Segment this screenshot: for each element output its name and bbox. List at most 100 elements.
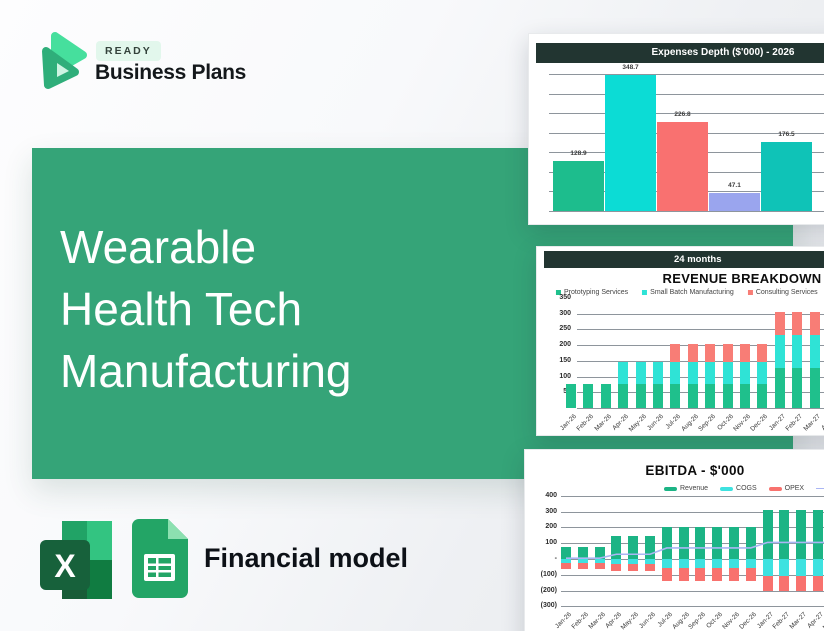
bar-segment <box>561 559 571 564</box>
bar-segment <box>745 559 756 569</box>
bar-segment <box>577 563 588 570</box>
bar-segment <box>757 343 768 363</box>
x-tick-label: Oct-26 <box>715 413 735 432</box>
legend-swatch-icon <box>555 290 561 295</box>
bar-segment <box>594 546 605 559</box>
x-tick-label: Nov-26 <box>721 611 741 631</box>
bar-segment <box>745 568 756 582</box>
x-tick-label: Dec-26 <box>749 413 770 433</box>
bar-segment <box>813 510 823 559</box>
revenue-plot: 35030025020015010050-Jan-26Feb-26Mar-26A… <box>537 247 824 435</box>
value-label: 176.5 <box>778 130 795 138</box>
bar-segment <box>809 311 820 336</box>
bar-segment <box>670 343 681 363</box>
bar-segment <box>635 362 646 385</box>
x-tick-label: Mar-27 <box>788 611 809 631</box>
bar-segment <box>779 575 790 591</box>
bar-segment <box>722 362 733 385</box>
bar-segment <box>712 568 723 582</box>
bar <box>605 74 656 211</box>
legend-item: Prototyping Services <box>555 289 629 296</box>
legend-label: Prototyping Services <box>563 289 629 296</box>
gridline <box>561 559 824 560</box>
gridline <box>549 93 824 95</box>
y-tick-label: 400 <box>545 491 557 499</box>
x-tick-label: Aug-26 <box>670 611 691 631</box>
google-sheets-icon <box>132 519 188 598</box>
bar-segment <box>670 384 681 408</box>
bar-segment <box>678 559 689 569</box>
x-tick-label: Dec-26 <box>737 611 758 631</box>
bar-segment <box>661 526 672 559</box>
x-tick-label: Mar-26 <box>587 611 607 631</box>
bar-segment <box>792 367 803 408</box>
y-tick-label: (300) <box>540 602 557 610</box>
chart-card-ebitda: EBITDA - $'000 Revenue COGS OPEX 0 400 300 20… <box>524 449 824 631</box>
legend: Prototyping Services Small Batch Manufact… <box>555 289 824 296</box>
bar-segment <box>611 563 622 571</box>
gridline <box>577 329 824 331</box>
excel-icon: X <box>40 521 112 599</box>
bar-segment <box>618 384 629 408</box>
x-tick-label: Feb-26 <box>575 413 596 433</box>
bar-segment <box>695 526 706 559</box>
bar-segment <box>695 568 706 582</box>
bar-segment <box>594 559 605 564</box>
bar-segment <box>687 343 698 363</box>
x-tick-label: May-26 <box>619 611 641 631</box>
bar-segment <box>687 384 698 408</box>
value-label: 47.1 <box>728 181 741 189</box>
bar-segment <box>762 575 773 591</box>
y-tick-label: 300 <box>559 309 571 317</box>
bar-segment <box>729 568 739 582</box>
gridline <box>561 495 824 497</box>
x-tick-label: Jan-27 <box>755 611 775 631</box>
bar-segment <box>705 343 716 363</box>
bar-segment <box>774 367 785 408</box>
value-label: 128.9 <box>570 149 587 157</box>
bar-segment <box>712 559 723 569</box>
x-tick-label: Mar-26 <box>593 413 613 433</box>
bar-segment <box>635 384 646 408</box>
gridline <box>549 74 824 75</box>
bar-segment <box>611 536 622 559</box>
ebitda-plot: 400 300 200 100 - (100) (200) (300) Jan-26 Feb-26… <box>525 450 824 631</box>
bar-segment <box>695 559 706 569</box>
x-tick-label: Jan-26 <box>558 413 578 433</box>
bar-segment <box>796 559 807 576</box>
gridline <box>549 113 824 115</box>
gridline <box>561 574 824 576</box>
y-tick-label: (100) <box>540 570 557 578</box>
chart-card-revenue: 24 months REVENUE BREAKDOWN - $'000 Prot… <box>536 246 824 436</box>
bar-segment <box>740 343 750 363</box>
gridline <box>549 211 824 212</box>
bar-segment <box>611 559 622 564</box>
legend-swatch-icon <box>642 290 648 295</box>
bar-segment <box>774 335 785 368</box>
y-tick-label: 200 <box>559 341 571 349</box>
bar-segment <box>809 335 820 368</box>
bar-segment <box>594 563 605 570</box>
x-tick-label: Jan-27 <box>767 413 787 433</box>
bar-segment <box>757 362 768 385</box>
legend-item: Small Batch Manufacturing <box>642 289 734 296</box>
chart-title: REVENUE BREAKDOWN - $'000 <box>662 271 824 286</box>
bar-segment <box>813 559 823 576</box>
hero-title-line-1: Wearable <box>60 221 257 273</box>
gridline <box>561 590 824 592</box>
bar-segment <box>809 367 820 408</box>
gridline <box>577 408 824 409</box>
chart-banner: 24 months <box>544 251 824 268</box>
gridline <box>577 345 824 347</box>
bar-segment <box>678 568 689 582</box>
gridline <box>577 313 824 315</box>
footer-label: Financial model <box>204 543 409 573</box>
bar-segment <box>779 559 790 576</box>
x-tick-label: Sep-26 <box>687 611 708 631</box>
bar-segment <box>779 510 790 559</box>
bar-segment <box>628 563 639 571</box>
legend-line-icon <box>663 486 677 491</box>
bar-segment <box>792 335 803 368</box>
x-tick-label: Jun-26 <box>645 413 665 433</box>
legend: Revenue COGS OPEX 0 <box>663 485 824 492</box>
